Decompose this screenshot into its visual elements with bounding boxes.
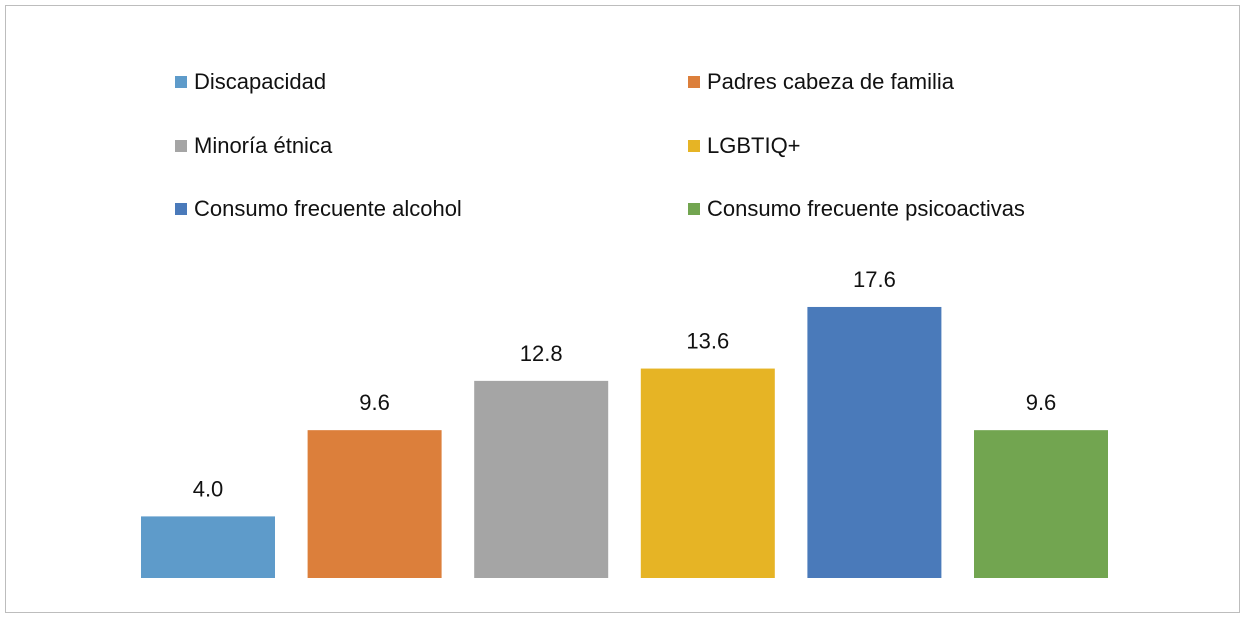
bar bbox=[307, 430, 442, 578]
legend-label: Discapacidad bbox=[194, 69, 327, 94]
legend-item: Minoría étnica bbox=[175, 133, 332, 159]
data-label: 17.6 bbox=[853, 267, 896, 292]
legend-swatch bbox=[175, 203, 187, 215]
chart-frame bbox=[5, 5, 1240, 613]
legend-swatch bbox=[688, 76, 700, 88]
legend-swatch bbox=[175, 140, 187, 152]
legend-item: LGBTIQ+ bbox=[688, 133, 801, 159]
legend-item: Consumo frecuente alcohol bbox=[175, 196, 462, 222]
data-label: 9.6 bbox=[1026, 390, 1057, 415]
legend-swatch bbox=[688, 140, 700, 152]
legend-item: Discapacidad bbox=[175, 69, 326, 95]
legend-label: LGBTIQ+ bbox=[707, 133, 801, 158]
bar bbox=[141, 516, 275, 578]
bar bbox=[974, 430, 1108, 578]
legend-label: Padres cabeza de familia bbox=[707, 69, 955, 94]
data-label: 12.8 bbox=[520, 341, 563, 366]
bar bbox=[474, 380, 609, 578]
legend-label: Consumo frecuente alcohol bbox=[194, 196, 462, 221]
data-label: 9.6 bbox=[359, 390, 390, 415]
data-label: 4.0 bbox=[193, 476, 224, 501]
legend-swatch bbox=[175, 76, 187, 88]
legend-label: Minoría étnica bbox=[194, 133, 333, 158]
legend-item: Consumo frecuente psicoactivas bbox=[688, 196, 1025, 222]
legend-label: Consumo frecuente psicoactivas bbox=[707, 196, 1025, 221]
bar bbox=[640, 368, 775, 578]
legend-swatch bbox=[688, 203, 700, 215]
legend-item: Padres cabeza de familia bbox=[688, 69, 954, 95]
data-label: 13.6 bbox=[686, 329, 729, 354]
bar bbox=[807, 306, 942, 578]
